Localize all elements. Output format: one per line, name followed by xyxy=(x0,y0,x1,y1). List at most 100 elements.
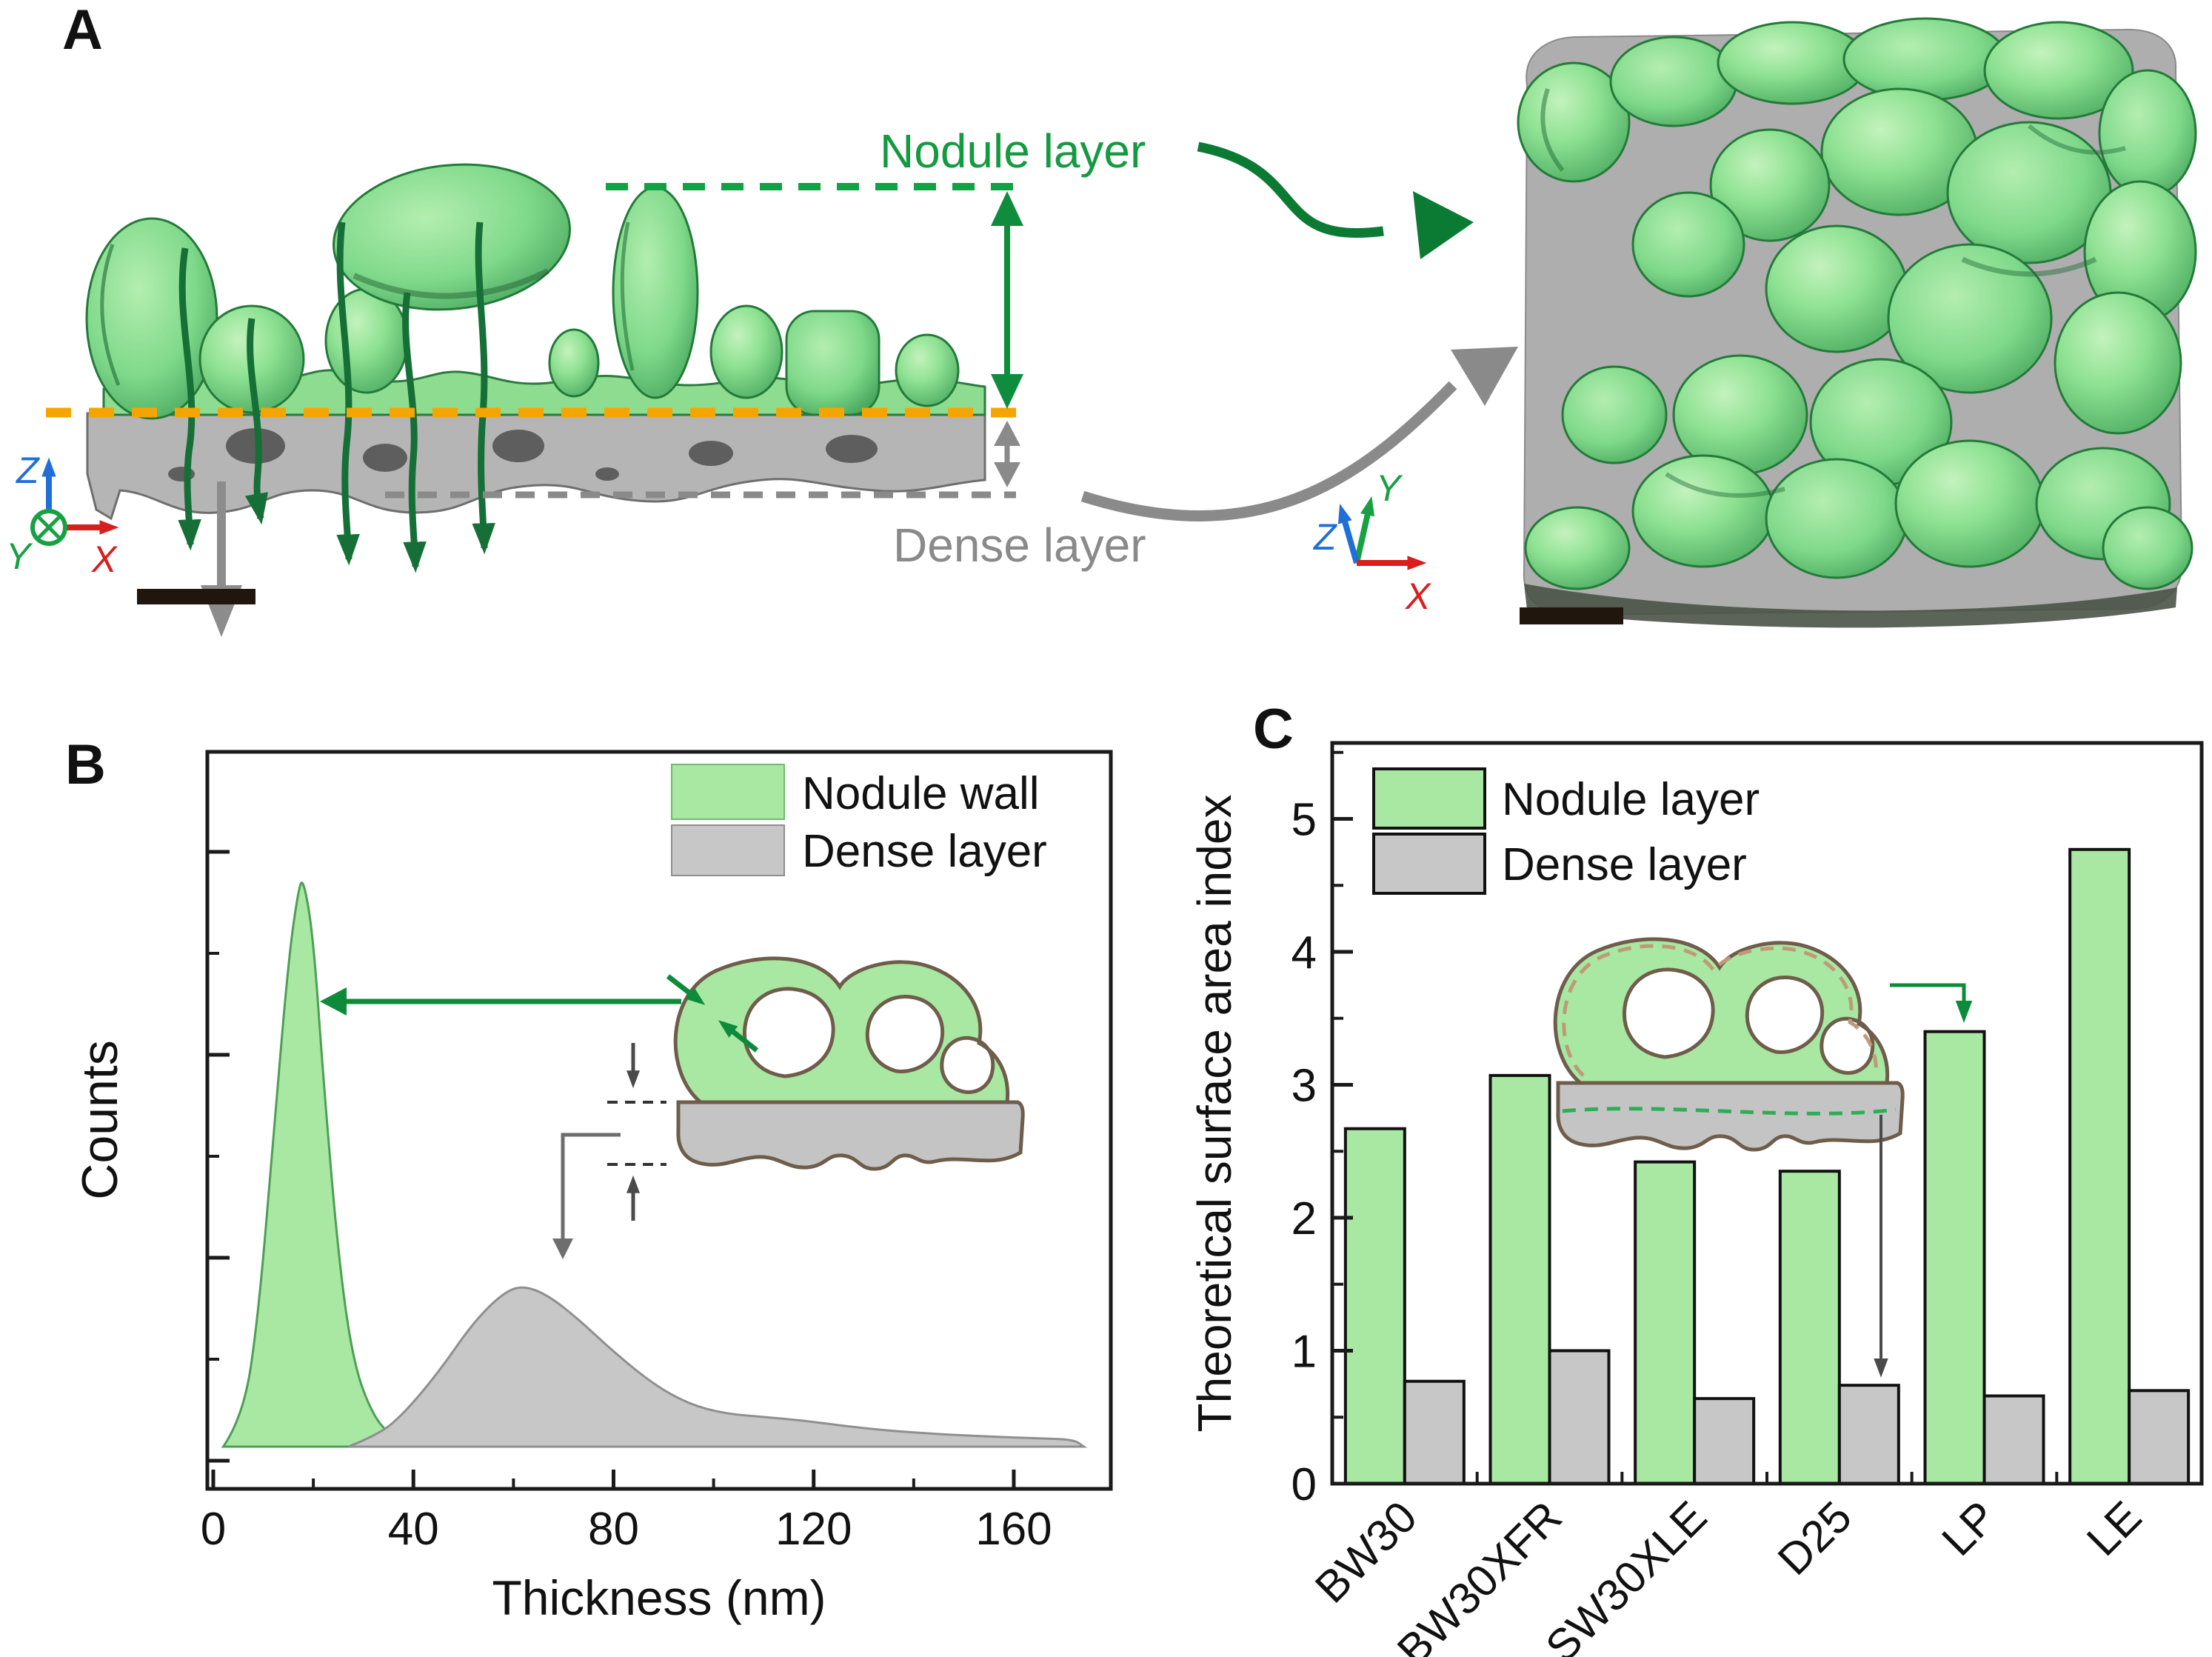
legend-label-nodule-wall: Nodule wall xyxy=(802,768,1040,819)
flow-arrow xyxy=(244,318,269,525)
panel-c-plot-frame xyxy=(1330,741,2204,1486)
nodule-blob xyxy=(895,333,960,407)
x-category-label: LE xyxy=(2077,1492,2151,1565)
axes-right: Y Z X xyxy=(1313,467,1431,617)
dense-thickness-head-bottom xyxy=(994,462,1020,487)
y-tick-label: 5 xyxy=(1292,795,1317,846)
dim-elbow-line xyxy=(561,1133,621,1246)
nodule-blob xyxy=(612,186,699,399)
wall-to-peak-arrowhead xyxy=(320,987,347,1016)
legend-swatch-dense-layer xyxy=(671,824,785,876)
nodule-thickness-head-top xyxy=(991,191,1023,226)
nodule-blob xyxy=(785,310,881,416)
nodule-blob xyxy=(85,217,218,420)
legend-label-dense-layer: Dense layer xyxy=(1502,839,1747,890)
bar-dense-BW30 xyxy=(1403,1379,1466,1486)
nodule-contour xyxy=(1961,256,2097,277)
panel-b-legend: Nodule wall Dense layer xyxy=(671,764,1047,877)
axes-left: Z Y X xyxy=(6,450,119,580)
x-axis-label: X xyxy=(1405,576,1431,617)
x-tick-label: 80 xyxy=(588,1504,639,1555)
nodule-blob xyxy=(1561,365,1668,464)
bar-nodule-D25 xyxy=(1778,1170,1841,1486)
panel-b-plot-frame xyxy=(205,750,1113,1491)
distribution-curve-dense-layer xyxy=(347,1286,1088,1448)
nodule-callout-arrow xyxy=(1197,141,1384,239)
x-tick-label: 160 xyxy=(975,1504,1052,1555)
y-tick-label: 0 xyxy=(1292,1459,1317,1510)
nodule-contour xyxy=(1540,88,1565,172)
nodule-contour xyxy=(352,268,549,299)
y-axis-label: Y xyxy=(1376,467,1403,509)
dense-thickness-dimension xyxy=(552,1043,666,1259)
cross-section-render xyxy=(85,163,986,637)
legend-label-nodule-layer: Nodule layer xyxy=(1502,774,1760,825)
bar-dense-LE xyxy=(2128,1389,2191,1485)
top-view-nodules xyxy=(1517,17,2197,590)
panel-b-ylabel: Counts xyxy=(72,1040,128,1199)
nodule-contour xyxy=(620,221,635,371)
nodule-blob xyxy=(2098,69,2197,198)
nodule-surface-dashed-trace xyxy=(1562,944,1878,1077)
bar-nodule-BW30 xyxy=(1343,1127,1406,1485)
x-tick-label: 120 xyxy=(775,1504,852,1555)
bar-dense-LP xyxy=(1982,1394,2045,1486)
x-axis-label: X xyxy=(91,539,118,580)
nodule-thickness-head-bottom xyxy=(991,374,1023,409)
scale-bar-right xyxy=(1520,607,1623,624)
nodule-blob xyxy=(2102,506,2193,590)
nodule-contour xyxy=(100,244,121,386)
wall-thickness-arrow-2 xyxy=(718,1020,759,1053)
nodule-blob xyxy=(1983,21,2134,120)
decorative-shape xyxy=(492,430,544,462)
flow-arrow xyxy=(402,292,427,573)
dense-layer-label: Dense layer xyxy=(893,519,1146,572)
bar-nodule-SW30XLE xyxy=(1634,1160,1697,1485)
dense-callout-arrow xyxy=(1080,381,1457,521)
wall-thickness-arrow-1 xyxy=(666,974,706,1005)
distribution-curve-nodule-wall xyxy=(221,881,414,1448)
nodule-blob xyxy=(1609,36,1738,127)
bar-dense-BW30XFR xyxy=(1548,1349,1611,1485)
flow-arrow xyxy=(336,221,360,566)
nodule-blob xyxy=(1887,243,2053,394)
x-category-label: BW30 xyxy=(1306,1492,1426,1613)
panel-b-inset-cartoon xyxy=(666,958,1023,1169)
nodule-blob xyxy=(2054,291,2182,435)
panel-a-letter: A xyxy=(62,0,103,61)
decorative-shape xyxy=(689,441,733,466)
panel-b-xlabel: Thickness (nm) xyxy=(492,1570,826,1625)
y-axis-arrow xyxy=(1354,496,1375,564)
nodule-callout-arrowhead xyxy=(1413,191,1474,259)
nodule-contour xyxy=(2028,124,2126,155)
y-axis-cross-2 xyxy=(37,516,61,539)
y-axis-label: Y xyxy=(6,536,33,577)
flow-arrow xyxy=(178,247,201,551)
bar-dense-D25 xyxy=(1837,1384,1900,1486)
panel-c-inset-cartoon xyxy=(1555,939,1902,1150)
x-category-label: LP xyxy=(1932,1492,2005,1565)
dense-layer-slab xyxy=(86,412,986,521)
bar-dense-SW30XLE xyxy=(1693,1397,1756,1485)
legend-swatch-nodule-layer xyxy=(1372,767,1486,830)
panel-b-dynamic: 0 40 80 120 160 xyxy=(201,850,1088,1555)
z-axis-label: Z xyxy=(1313,516,1337,558)
bar-nodule-LP xyxy=(1923,1030,1986,1485)
nodule-blob xyxy=(548,328,600,398)
nodule-cartoon xyxy=(675,958,1023,1169)
nodule-blob xyxy=(1524,506,1631,590)
y-tick-label: 2 xyxy=(1292,1193,1317,1244)
z-axis-label: Z xyxy=(16,450,40,491)
decorative-shape xyxy=(826,435,878,463)
panel-c-legend: Nodule layer Dense layer xyxy=(1372,767,1760,895)
dense-surface-dashed-trace xyxy=(1562,1107,1897,1116)
decorative-shape xyxy=(595,467,619,481)
y-tick-label: 1 xyxy=(1292,1327,1317,1378)
nodule-blob xyxy=(333,163,571,311)
top-view-bottom-shadow xyxy=(1524,584,2177,628)
decorative-shape xyxy=(363,444,407,472)
legend-swatch-nodule-wall xyxy=(671,764,785,820)
nodule-blob xyxy=(1842,17,2008,101)
